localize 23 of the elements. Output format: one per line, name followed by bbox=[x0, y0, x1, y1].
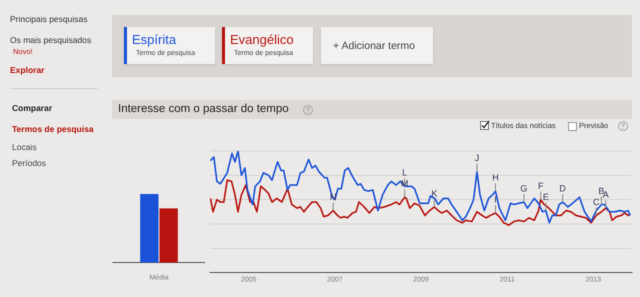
text: Locais bbox=[12, 142, 37, 152]
annotation: J bbox=[474, 153, 480, 164]
annotation: H bbox=[492, 172, 499, 183]
text: Espírita bbox=[132, 32, 176, 47]
text: Períodos bbox=[12, 158, 46, 168]
annotation: A bbox=[602, 190, 609, 200]
annotation: E bbox=[542, 192, 549, 202]
annotation: G bbox=[520, 184, 528, 194]
annotation: B bbox=[598, 186, 604, 196]
text: Explorar bbox=[10, 65, 44, 75]
annotation: I bbox=[494, 194, 497, 204]
text: + Adicionar termo bbox=[333, 40, 416, 52]
text: Termos de pesquisa bbox=[12, 124, 94, 134]
annotation: F bbox=[538, 181, 544, 192]
text: Os mais pesquisados bbox=[10, 35, 92, 45]
annotation: C bbox=[593, 196, 600, 207]
annotation: L bbox=[402, 168, 408, 178]
text: Comparar bbox=[12, 103, 52, 113]
annotation: D bbox=[559, 184, 566, 194]
text: Principais pesquisas bbox=[10, 14, 88, 24]
chart-title: Interesse com o passar do tempo bbox=[118, 103, 289, 115]
annotation: K bbox=[431, 188, 438, 198]
text: Evangélico bbox=[230, 32, 294, 47]
